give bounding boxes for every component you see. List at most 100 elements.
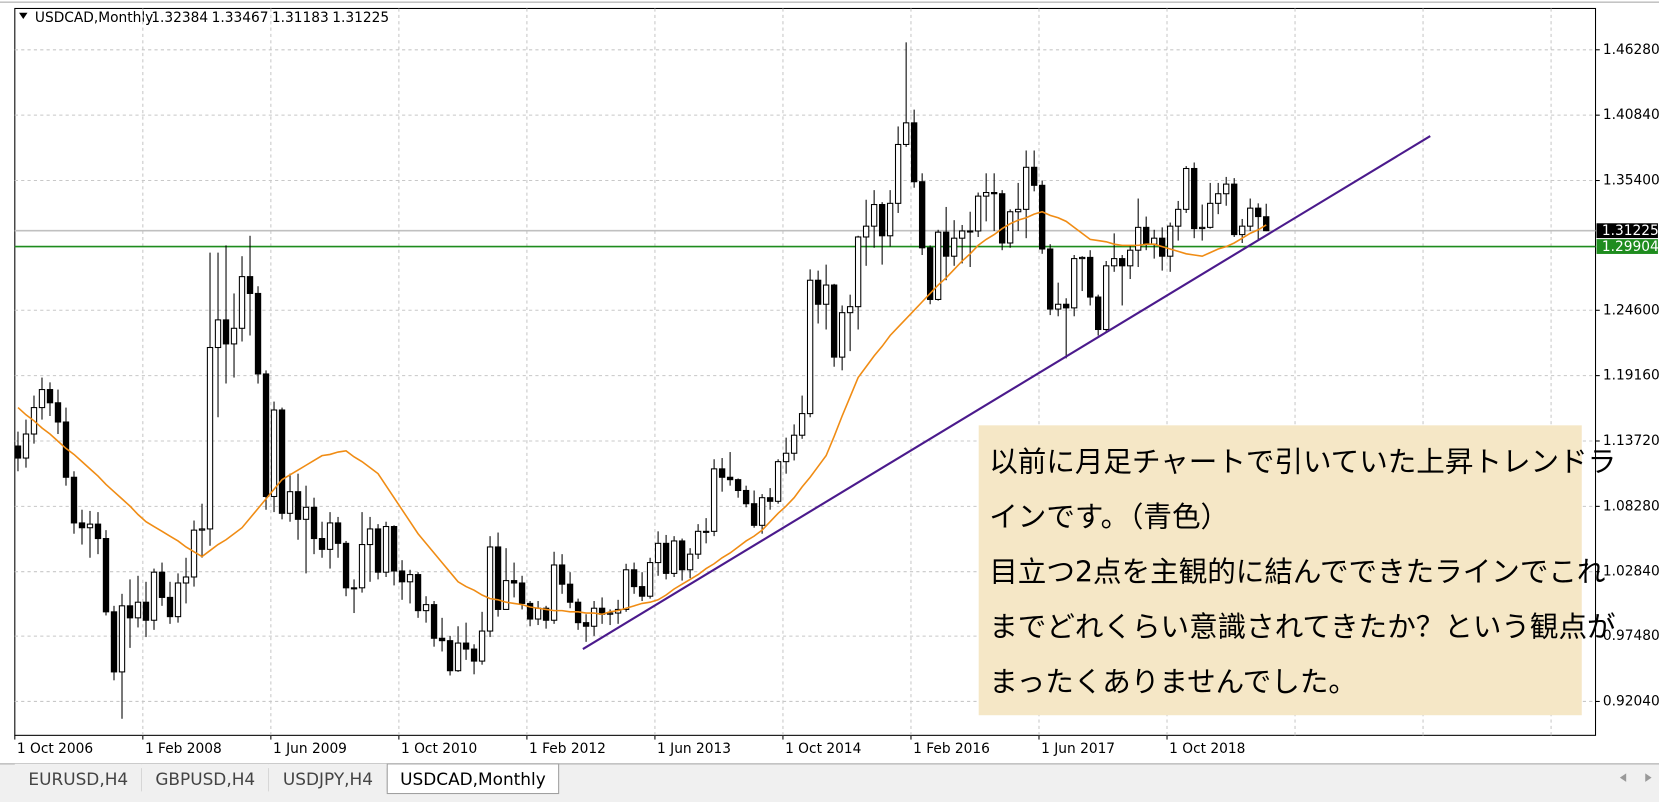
- candle-body: [678, 540, 686, 571]
- candle-body: [990, 192, 998, 195]
- header-value: 1.32384: [151, 10, 208, 26]
- candle-body: [822, 284, 830, 305]
- candle-body: [1111, 258, 1118, 267]
- candle-body: [462, 642, 470, 650]
- candle-body: [1119, 258, 1126, 267]
- candle-body: [374, 528, 382, 573]
- candle-body: [406, 574, 414, 583]
- candle-body: [782, 452, 790, 463]
- candle-body: [502, 580, 510, 610]
- plot-frame: [14, 7, 1597, 736]
- candle-body: [878, 204, 886, 237]
- tab-label[interactable]: USDJPY,H4: [283, 769, 373, 789]
- tab-label[interactable]: EURUSD,H4: [28, 769, 128, 789]
- plot: 1.46280 1.40840 1.35400 1.24600 1.19160 1.137…: [14, 8, 1659, 757]
- x-tick-label: 1 Oct 2018: [1169, 741, 1245, 757]
- candle-body: [862, 225, 870, 238]
- candle-body: [998, 193, 1006, 244]
- candle-body: [846, 306, 854, 314]
- tab-label[interactable]: USDCAD,Monthly: [400, 769, 546, 789]
- x-tick-label: 1 Jun 2009: [273, 741, 347, 757]
- candle-body: [766, 497, 774, 502]
- y-tick-label: 1.35400: [1603, 173, 1659, 189]
- y-tick-label: 0.92040: [1603, 693, 1659, 709]
- candle-body: [694, 530, 702, 555]
- candle-body: [934, 231, 942, 300]
- candle-body: [382, 526, 390, 573]
- candle-body: [430, 604, 438, 639]
- candle-body: [150, 571, 158, 621]
- candle-body: [1239, 225, 1246, 236]
- candle-body: [1231, 183, 1238, 236]
- candle-body: [774, 461, 782, 502]
- tab[interactable]: [268, 763, 388, 794]
- candle-body: [1006, 211, 1014, 244]
- candle-body: [558, 564, 566, 585]
- menu-arrow[interactable]: [19, 12, 28, 20]
- candle-body: [966, 230, 974, 233]
- x-tick-label: 1 Oct 2006: [17, 741, 93, 757]
- candle-body: [654, 542, 662, 564]
- candle-body: [1255, 207, 1262, 218]
- candle-body: [318, 538, 326, 550]
- y-tick-label: 1.08280: [1603, 498, 1659, 514]
- candle-body: [1070, 258, 1078, 309]
- candle-body: [446, 640, 454, 672]
- header-values: 1.32384 1.33467 1.31183 1.31225: [151, 10, 389, 26]
- candle-body: [342, 542, 350, 589]
- candle-body: [734, 479, 742, 492]
- candle-body: [390, 526, 398, 572]
- tab[interactable]: [386, 763, 560, 795]
- candle-body: [806, 279, 814, 415]
- candle-body: [750, 503, 758, 526]
- candle-body: [1046, 248, 1054, 310]
- candle-body: [230, 327, 238, 345]
- candle-body: [350, 587, 358, 590]
- candle-body: [302, 506, 310, 520]
- candle-body: [1191, 167, 1198, 230]
- header-value: 1.31225: [332, 10, 389, 26]
- candle-body: [134, 601, 142, 619]
- candle-body: [174, 582, 182, 618]
- candle-body: [1086, 256, 1094, 298]
- candle-body: [1143, 226, 1150, 245]
- candle-body: [702, 530, 710, 533]
- candle-body: [366, 528, 374, 546]
- candle-body: [1175, 208, 1182, 227]
- x-tick-label: 1 Feb 2008: [145, 741, 222, 757]
- candle-body: [742, 489, 750, 505]
- x-tick-label: 1 Jun 2013: [657, 741, 731, 757]
- candle-body: [398, 570, 406, 583]
- x-tick-label: 1 Feb 2016: [913, 741, 990, 757]
- scroll-right[interactable]: [1645, 773, 1652, 782]
- candle-body: [326, 522, 334, 550]
- candle-body: [950, 237, 958, 257]
- candle-body: [710, 468, 718, 532]
- candle-body: [414, 574, 422, 612]
- candle-body: [902, 122, 910, 146]
- candle-body: [526, 602, 534, 620]
- candle-body: [278, 409, 286, 514]
- candle-body: [726, 476, 734, 481]
- candle-body: [166, 596, 174, 618]
- scroll-left[interactable]: [1619, 773, 1627, 782]
- candle-body: [214, 319, 222, 349]
- candle-body: [22, 433, 30, 459]
- y-tick-label: 0.97480: [1603, 628, 1659, 644]
- candle-body: [206, 346, 214, 530]
- candle-body: [870, 204, 878, 227]
- candle-body: [566, 583, 574, 603]
- tab-label[interactable]: GBPUSD,H4: [155, 769, 255, 789]
- candle-body: [542, 607, 550, 621]
- candle-body: [1054, 303, 1062, 310]
- candle-body: [942, 231, 950, 257]
- candle-body: [886, 202, 894, 237]
- tab[interactable]: [141, 763, 269, 794]
- candle-body: [1151, 237, 1158, 245]
- candle-body: [1038, 184, 1046, 250]
- candle-body: [1127, 249, 1134, 267]
- candle-body: [1247, 207, 1254, 227]
- tab[interactable]: [14, 763, 142, 794]
- candle-body: [1095, 296, 1102, 331]
